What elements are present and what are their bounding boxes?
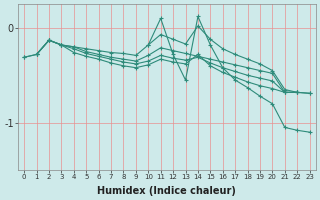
X-axis label: Humidex (Indice chaleur): Humidex (Indice chaleur) (98, 186, 236, 196)
